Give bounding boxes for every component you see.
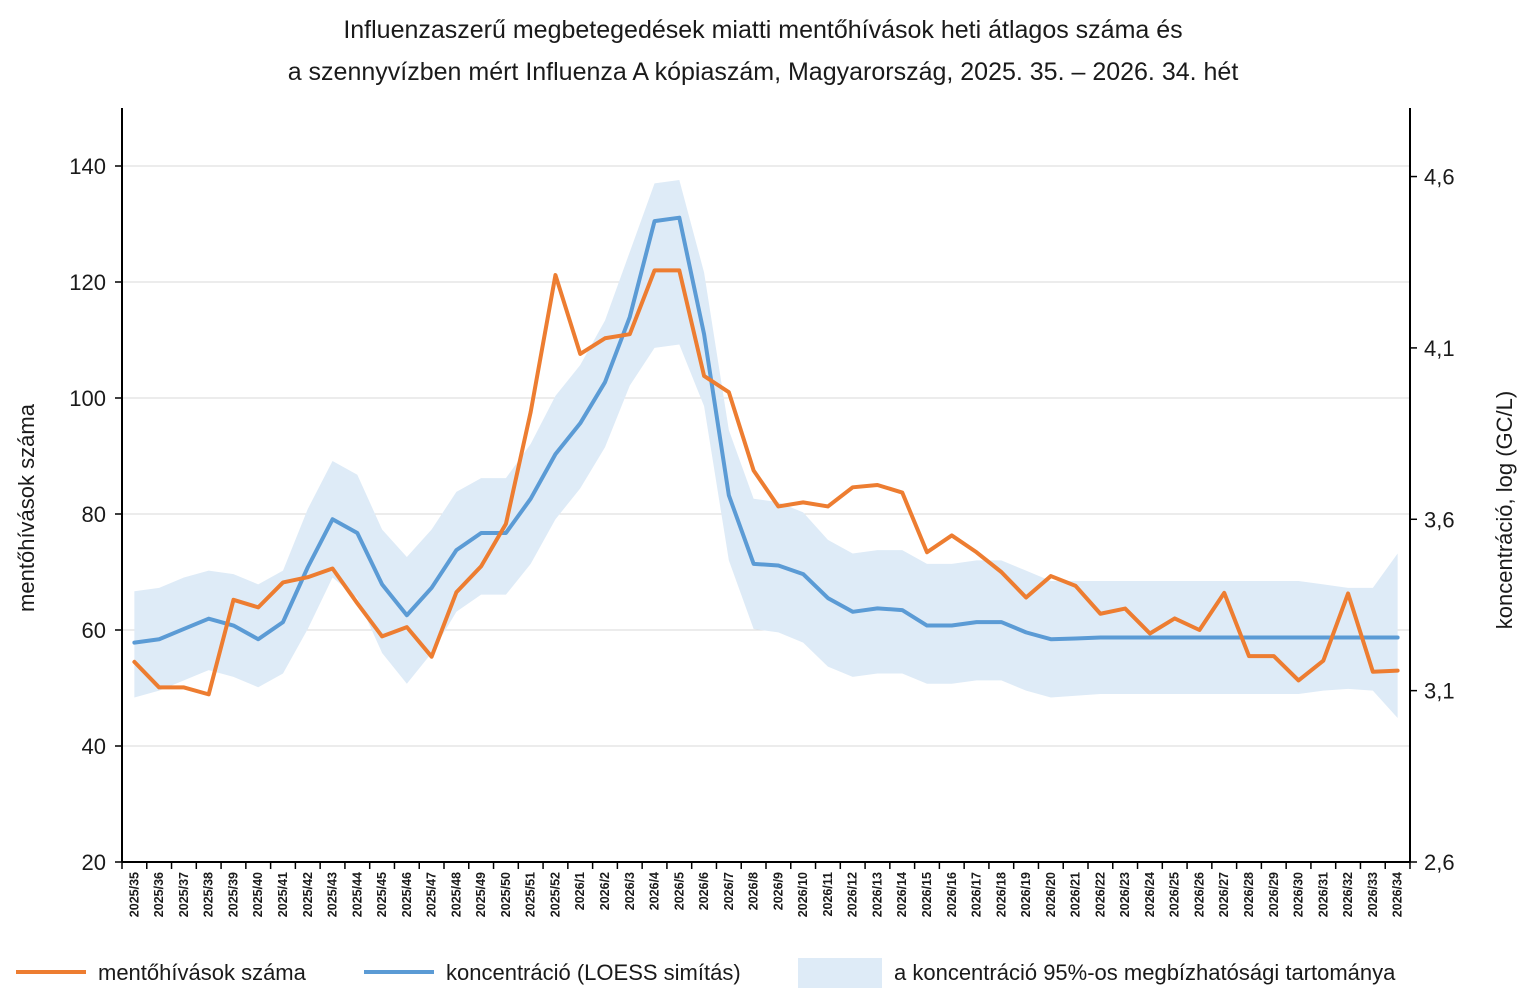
x-axis-tick-label: 2026/17 — [970, 872, 984, 917]
x-axis-tick-label: 2026/3 — [623, 872, 637, 910]
x-axis-tick-label: 2025/48 — [449, 872, 463, 917]
x-axis-tick-label: 2026/4 — [648, 872, 662, 910]
y2-axis-tick-label: 3,6 — [1424, 507, 1455, 532]
x-axis-tick-label: 2025/35 — [127, 872, 141, 917]
y2-axis-tick-label: 2,6 — [1424, 850, 1455, 875]
x-axis-tick-label: 2026/31 — [1316, 872, 1330, 917]
x-axis-tick-label: 2026/28 — [1242, 872, 1256, 917]
x-axis-tick-label: 2026/30 — [1292, 872, 1306, 917]
y-axis-tick-label: 100 — [69, 386, 106, 411]
x-axis-tick-label: 2025/41 — [276, 872, 290, 917]
x-axis-tick-label: 2025/52 — [548, 872, 562, 917]
x-axis-tick-label: 2026/13 — [870, 872, 884, 917]
x-axis-tick-labels: 2025/35 2025/36 2025/37 2025/38 2025/39 2025/… — [127, 872, 1404, 917]
x-axis-tick-label: 2026/7 — [722, 872, 736, 910]
x-axis-tick-label: 2026/8 — [747, 872, 761, 910]
x-axis-tick-label: 2026/26 — [1192, 872, 1206, 917]
y-axis-label: mentőhívások száma — [14, 403, 39, 612]
x-axis-tick-label: 2025/45 — [375, 872, 389, 917]
x-axis-tick-label: 2025/46 — [400, 872, 414, 917]
y-axis-tick-label: 20 — [82, 850, 106, 875]
y2-axis-tick-labels: 2,6 3,1 3,6 4,1 4,6 — [1424, 165, 1455, 875]
series-line-calls — [132, 268, 1400, 697]
x-axis-tick-label: 2026/20 — [1044, 872, 1058, 917]
chart-title-line-2: a szennyvízben mért Influenza A kópiaszá… — [288, 58, 1239, 86]
series-line-concentration — [132, 215, 1400, 645]
y-axis-tick-labels: 20 40 60 80 100 120 140 — [69, 154, 106, 875]
x-axis-tick-label: 2026/22 — [1093, 872, 1107, 917]
x-axis-tick-label: 2026/1 — [573, 872, 587, 910]
legend: mentőhívások száma koncentráció (LOESS s… — [16, 958, 1396, 988]
y-axis-tick-label: 80 — [82, 502, 106, 527]
x-axis-tick-label: 2026/19 — [1019, 872, 1033, 917]
y-axis-tick-label: 60 — [82, 618, 106, 643]
x-axis-tick-label: 2026/27 — [1217, 872, 1231, 917]
x-axis-tick-label: 2026/11 — [821, 872, 835, 917]
x-axis-tick-label: 2026/2 — [598, 872, 612, 910]
y-axis-tick-label: 140 — [69, 154, 106, 179]
x-axis-tick-label: 2025/38 — [202, 872, 216, 917]
y2-axis-label: koncentráció, log (GC/L) — [1492, 391, 1517, 629]
x-axis-tick-label: 2026/33 — [1366, 872, 1380, 917]
y2-axis-tick-label: 4,6 — [1424, 165, 1455, 190]
x-axis-tick-label: 2026/5 — [672, 872, 686, 910]
x-axis-tick-label: 2026/10 — [796, 872, 810, 917]
x-axis-tick-label: 2025/40 — [251, 872, 265, 917]
x-axis-tick-label: 2025/36 — [152, 872, 166, 917]
x-axis-tick-label: 2026/12 — [846, 872, 860, 917]
chart-title-line-1: Influenzaszerű megbetegedések miatti men… — [343, 16, 1182, 44]
x-axis-tick-label: 2025/47 — [425, 872, 439, 917]
x-axis-tick-label: 2026/34 — [1391, 872, 1405, 917]
x-axis-tick-label: 2026/32 — [1341, 872, 1355, 917]
axes — [115, 108, 1417, 869]
chart-title: Influenzaszerű megbetegedések miatti men… — [288, 16, 1239, 86]
x-axis-tick-label: 2026/9 — [771, 872, 785, 910]
x-axis-tick-label: 2026/23 — [1118, 872, 1132, 917]
x-axis-tick-label: 2025/42 — [301, 872, 315, 917]
x-axis-tick-label: 2026/6 — [697, 872, 711, 910]
x-axis-tick-label: 2026/14 — [895, 872, 909, 917]
x-axis-tick-label: 2026/16 — [945, 872, 959, 917]
x-axis-tick-label: 2026/25 — [1168, 872, 1182, 917]
x-axis-tick-label: 2025/51 — [524, 872, 538, 917]
legend-label-concentration: koncentráció (LOESS simítás) — [446, 960, 741, 985]
x-axis-tick-label: 2025/37 — [177, 872, 191, 917]
series-lines-layer — [132, 215, 1400, 697]
y2-axis-tick-label: 4,1 — [1424, 336, 1455, 361]
confidence-band-layer — [134, 179, 1398, 719]
legend-label-band: a koncentráció 95%-os megbízhatósági tar… — [894, 960, 1396, 985]
x-axis-tick-label: 2025/43 — [326, 872, 340, 917]
y2-axis-tick-label: 3,1 — [1424, 679, 1455, 704]
x-axis-tick-label: 2025/39 — [226, 872, 240, 917]
x-axis-tick-label: 2026/15 — [920, 872, 934, 917]
legend-swatch-band — [798, 958, 882, 988]
legend-label-calls: mentőhívások száma — [98, 960, 307, 985]
x-axis-tick-label: 2025/44 — [350, 872, 364, 917]
x-axis-tick-label: 2025/49 — [474, 872, 488, 917]
y-axis-tick-label: 40 — [82, 734, 106, 759]
x-axis-tick-label: 2026/24 — [1143, 872, 1157, 917]
x-axis-tick-label: 2026/29 — [1267, 872, 1281, 917]
x-axis-tick-label: 2025/50 — [499, 872, 513, 917]
x-axis-tick-label: 2026/18 — [994, 872, 1008, 917]
x-axis-tick-label: 2026/21 — [1069, 872, 1083, 917]
y-axis-tick-label: 120 — [69, 270, 106, 295]
confidence-band — [134, 179, 1398, 719]
